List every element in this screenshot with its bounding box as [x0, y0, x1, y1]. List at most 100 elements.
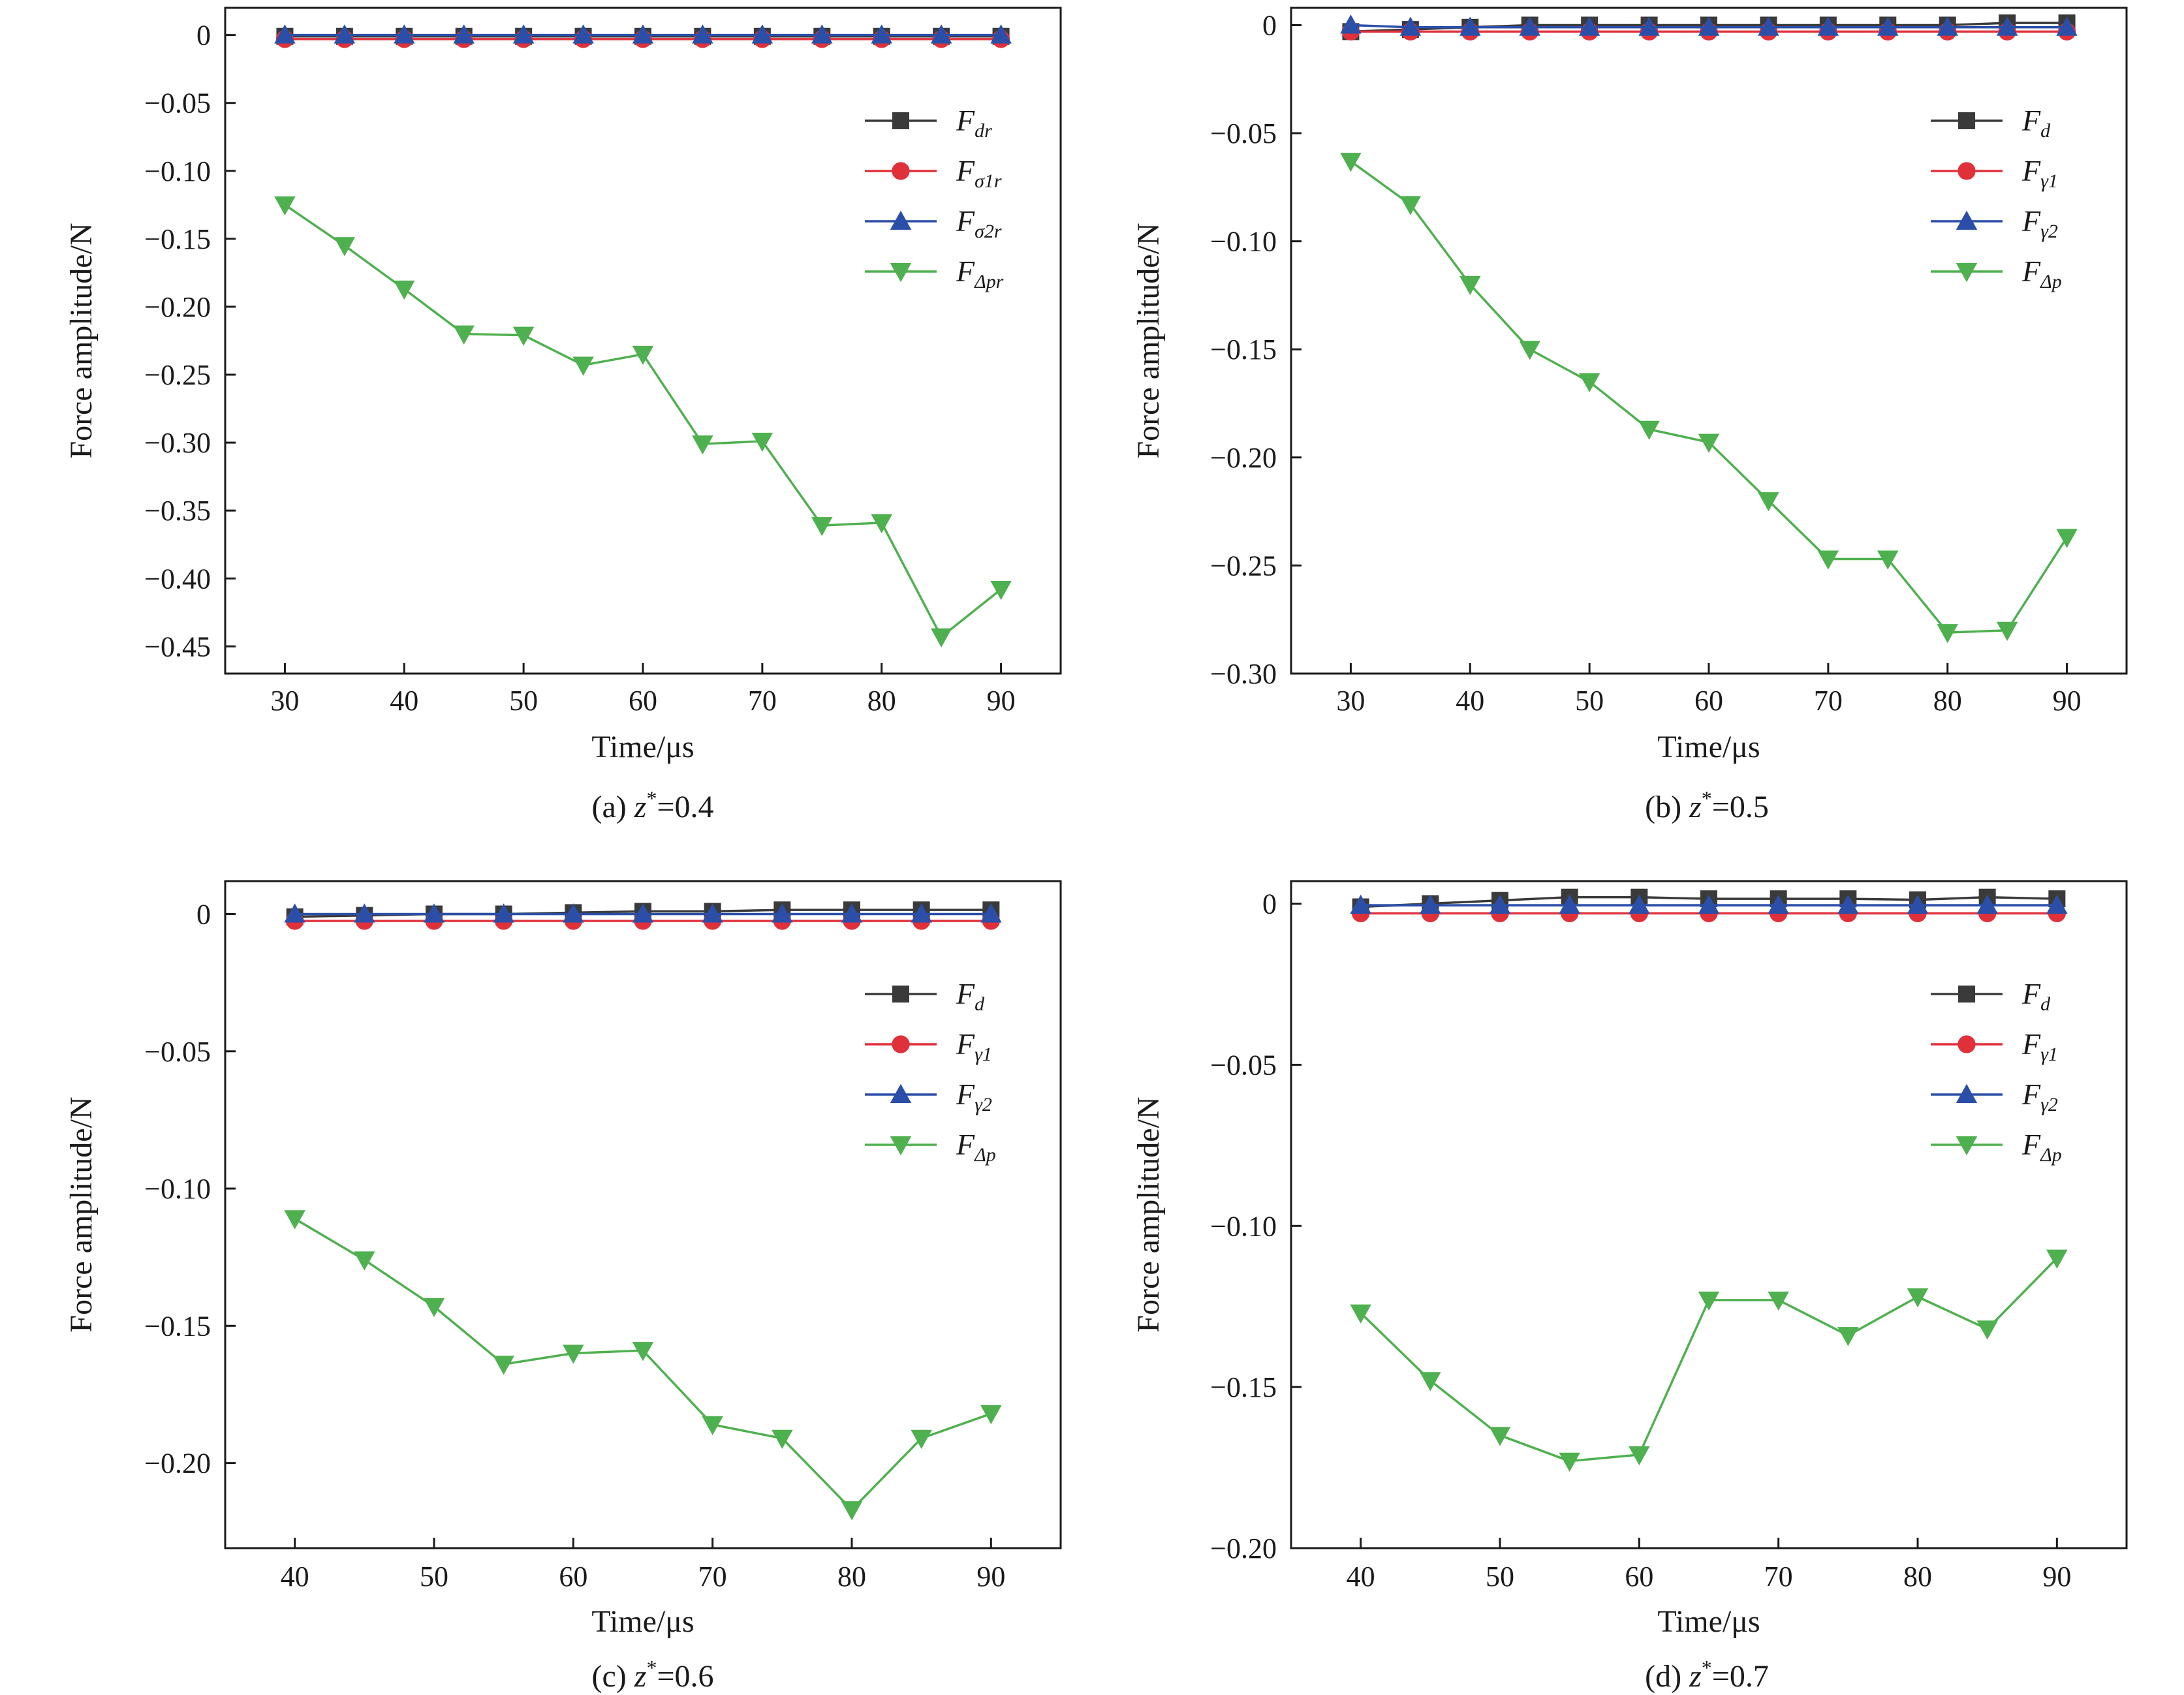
- y-tick-label: −0.35: [144, 495, 211, 527]
- y-tick-label: −0.05: [1210, 1049, 1277, 1081]
- y-tick-label: −0.10: [144, 155, 211, 187]
- data-point-Δp: [1758, 492, 1779, 512]
- y-tick-label: −0.20: [1210, 442, 1277, 474]
- x-axis-title: Time/μs: [591, 730, 694, 764]
- data-point-γ2: [493, 903, 514, 923]
- y-tick-label: 0: [196, 20, 211, 52]
- x-tick-label: 70: [1814, 685, 1843, 717]
- y-axis-title: Force amplitude/N: [64, 1096, 99, 1332]
- legend-marker: [890, 210, 912, 230]
- data-point-Δp: [632, 1342, 654, 1361]
- data-point-Δpr: [453, 325, 475, 345]
- data-point-γ2: [1976, 894, 1998, 914]
- data-point-γ2: [1758, 16, 1779, 36]
- data-point-Δp: [702, 1416, 723, 1435]
- y-axis-title: Force amplitude/N: [1131, 223, 1166, 458]
- data-point-Δp: [1559, 1452, 1580, 1472]
- data-point-Δpr: [632, 345, 654, 365]
- data-point-γ2: [1399, 16, 1422, 36]
- data-point-Δp: [1578, 373, 1600, 393]
- data-point-γ2: [1638, 16, 1660, 36]
- data-point-Δpr: [394, 280, 415, 300]
- legend-marker: [1958, 162, 1976, 180]
- y-tick-label: −0.10: [1210, 226, 1277, 258]
- plot-frame: [1290, 880, 2128, 1549]
- chart-panel-1: 30 40 50 60 70 80 90 0 −0.05 −0.10 −0.15 −0.20 −0.25…: [64, 7, 1062, 824]
- data-point-γ2: [911, 903, 932, 923]
- data-point-Δp: [1976, 1320, 1998, 1340]
- data-point-γ2: [841, 903, 863, 923]
- x-tick-label: 40: [390, 685, 418, 717]
- data-point-γ2: [1420, 894, 1441, 914]
- data-point-σ2r: [334, 24, 356, 44]
- data-point-γ2: [1629, 894, 1650, 914]
- data-point-Δp: [1350, 1304, 1371, 1324]
- data-point-γ2: [1996, 16, 2018, 36]
- chart-panel-4: 40 50 60 70 80 90 0 −0.05 −0.10 −0.15 −0.20 Time/μs…: [1131, 880, 2128, 1694]
- data-point-Δpr: [572, 356, 594, 376]
- y-tick-label: −0.15: [144, 1310, 211, 1342]
- data-point-σ2r: [811, 24, 833, 44]
- y-tick-label: 0: [1262, 888, 1277, 920]
- data-point-γ2: [423, 903, 445, 923]
- panels-root: 30 40 50 60 70 80 90 0 −0.05 −0.10 −0.15 −0.20 −0.25…: [64, 7, 2128, 1694]
- x-tick-label: 80: [1903, 1561, 1932, 1593]
- x-tick-label: 80: [837, 1561, 866, 1593]
- y-tick-label: −0.30: [1210, 658, 1277, 690]
- data-point-Δp: [1629, 1446, 1650, 1466]
- legend-marker: [890, 263, 912, 283]
- data-point-γ2: [1559, 894, 1580, 914]
- y-tick-label: −0.05: [144, 1036, 211, 1068]
- x-tick-label: 90: [976, 1561, 1005, 1593]
- data-point-Δp: [1877, 550, 1899, 570]
- x-tick-label: 60: [559, 1561, 587, 1593]
- data-point-γ2: [980, 903, 1002, 923]
- data-point-Δpr: [334, 237, 356, 257]
- legend-marker: [892, 162, 910, 180]
- data-point-Δp: [772, 1429, 793, 1450]
- data-point-γ2: [1459, 16, 1481, 36]
- x-tick-label: 60: [629, 685, 657, 717]
- data-point-γ2: [2046, 894, 2068, 914]
- y-tick-label: −0.15: [1210, 334, 1277, 365]
- data-point-Δp: [1768, 1291, 1789, 1311]
- data-point-σ2r: [990, 24, 1012, 44]
- data-point-γ2: [1817, 16, 1839, 36]
- x-tick-label: 50: [1575, 685, 1604, 717]
- chart-panel-2: 30 40 50 60 70 80 90 0 −0.05 −0.10 −0.15 −0.20 −0.25…: [1131, 7, 2128, 824]
- x-tick-label: 30: [1336, 685, 1365, 717]
- y-tick-label: −0.25: [144, 359, 211, 391]
- data-point-γ2: [1837, 894, 1859, 914]
- data-point-Δp: [1698, 1291, 1720, 1311]
- data-point-σ2r: [274, 24, 296, 44]
- data-point-σ2r: [871, 24, 892, 44]
- x-tick-label: 70: [748, 685, 777, 717]
- data-point-γ2: [354, 903, 375, 923]
- legend-marker: [1958, 1035, 1976, 1053]
- y-tick-label: −0.05: [144, 87, 211, 119]
- x-tick-label: 70: [1764, 1561, 1793, 1593]
- legend-marker: [892, 986, 909, 1003]
- y-tick-label: −0.05: [1210, 117, 1277, 149]
- legend-marker: [890, 1136, 912, 1156]
- data-point-Δp: [423, 1298, 445, 1318]
- x-tick-label: 90: [2053, 685, 2082, 717]
- x-axis-title: Time/μs: [1657, 730, 1760, 764]
- y-tick-label: −0.20: [1210, 1532, 1277, 1564]
- x-tick-label: 90: [2042, 1561, 2071, 1593]
- data-point-Δp: [563, 1345, 584, 1364]
- data-point-Δp: [1489, 1427, 1511, 1446]
- data-point-γ2: [632, 903, 654, 923]
- y-tick-label: −0.20: [144, 291, 211, 323]
- data-point-γ2: [2056, 16, 2078, 36]
- data-point-Δpr: [990, 580, 1012, 600]
- x-tick-label: 70: [698, 1561, 727, 1593]
- x-tick-label: 60: [1625, 1561, 1653, 1593]
- data-point-Δpr: [930, 628, 952, 648]
- legend-marker: [1956, 263, 1978, 283]
- y-tick-label: 0: [196, 898, 211, 930]
- data-point-γ2: [1698, 894, 1720, 914]
- data-point-Δp: [980, 1405, 1002, 1425]
- panel-caption: (b) z*=0.5: [1645, 786, 1769, 824]
- x-tick-label: 60: [1694, 685, 1723, 717]
